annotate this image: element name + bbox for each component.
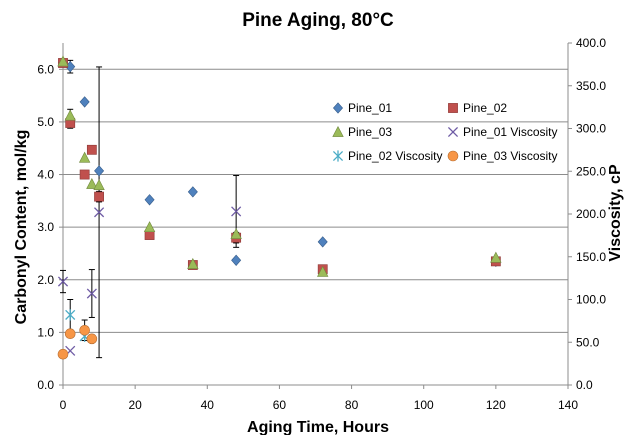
legend-marker-pine-03: [332, 125, 344, 137]
axes: [59, 42, 572, 389]
tick-labels: 0 20 40 60 80 100 120 140 0.0 1.0 2.0 3.0 4.0 5.0 6.0 0…: [37, 36, 606, 412]
point-pine-01: [94, 165, 105, 177]
legend-marker-pine-01-viscosity: [447, 126, 459, 138]
y2-tick-label: 350.0: [576, 79, 606, 93]
point-pine-01-viscosity: [86, 288, 97, 299]
point-pine-03: [230, 227, 242, 239]
y-axis-label: Carbonyl Content, mol/kg: [13, 130, 30, 325]
y-tick-label: 6.0: [37, 62, 54, 76]
y-tick-label: 3.0: [37, 220, 54, 234]
legend-marker-pine-03-viscosity: [447, 150, 459, 162]
marker-stroke: [447, 126, 459, 138]
point-pine-03: [317, 265, 329, 277]
point-pine-03-viscosity: [64, 328, 76, 340]
point-pine-02: [86, 144, 97, 155]
point-pine-03: [143, 221, 156, 233]
point-pine-03: [490, 251, 502, 263]
legend-label-pine-03-viscosity: Pine_03 Viscosity: [463, 149, 558, 163]
point-pine-02-viscosity: [65, 309, 76, 321]
legend-label-pine-02: Pine_02: [463, 101, 507, 115]
point-pine-03: [93, 179, 105, 190]
point-pine-03-viscosity: [79, 324, 90, 336]
point-pine-03: [64, 109, 76, 121]
legend-label-pine-03: Pine_03: [348, 125, 392, 139]
data-markers: [57, 55, 502, 360]
point-pine-03-viscosity: [86, 333, 98, 345]
point-pine-02: [94, 191, 104, 202]
y2-tick-label: 200.0: [576, 207, 606, 221]
y-tick-label: 4.0: [37, 168, 54, 182]
point-pine-03: [57, 55, 69, 67]
y2-tick-label: 400.0: [576, 36, 606, 50]
x-tick-label: 120: [486, 398, 506, 412]
marker-stroke: [57, 276, 69, 287]
legend-marker-pine-02-viscosity: [332, 150, 344, 162]
point-pine-03: [86, 177, 98, 189]
y2-axis-label: Viscosity, cP: [607, 164, 624, 262]
y2-tick-label: 50.0: [576, 335, 600, 349]
point-pine-03: [78, 151, 91, 163]
y2-tick-label: 250.0: [576, 164, 606, 178]
legend-label-pine-01-viscosity: Pine_01 Viscosity: [463, 125, 558, 139]
y2-tick-label: 150.0: [576, 250, 606, 264]
point-pine-01-viscosity: [231, 206, 242, 217]
legend-label-pine-01: Pine_01: [348, 101, 392, 115]
point-pine-02: [79, 169, 90, 180]
y-tick-label: 2.0: [37, 273, 54, 287]
legend-marker-pine-01: [332, 102, 344, 114]
x-tick-label: 80: [345, 398, 359, 412]
x-tick-label: 100: [414, 398, 434, 412]
marker-stroke: [231, 206, 242, 217]
y-tick-label: 0.0: [37, 378, 54, 392]
legend-marker-pine-02: [448, 103, 458, 113]
x-tick-label: 140: [558, 398, 578, 412]
point-pine-01: [187, 186, 198, 198]
point-pine-01-viscosity: [94, 207, 105, 218]
y2-tick-label: 0.0: [576, 378, 593, 392]
chart-title: Pine Aging, 80°C: [242, 10, 394, 31]
y2-tick-label: 100.0: [576, 293, 606, 307]
marker-stroke: [86, 288, 97, 299]
point-pine-01: [79, 96, 90, 108]
x-tick-label: 40: [201, 398, 215, 412]
point-pine-01-viscosity: [57, 276, 69, 287]
point-pine-01: [317, 236, 328, 248]
x-axis-label: Aging Time, Hours: [247, 419, 389, 435]
point-pine-01: [144, 194, 155, 206]
x-tick-label: 0: [60, 398, 67, 412]
point-pine-01: [231, 254, 242, 266]
x-tick-label: 20: [128, 398, 142, 412]
y-tick-label: 5.0: [37, 115, 54, 129]
marker-stroke: [94, 207, 105, 218]
x-tick-label: 60: [273, 398, 287, 412]
legend: Pine_01 Pine_02 Pine_03 Pine_01 Viscosity Pi…: [332, 101, 558, 163]
y-tick-label: 1.0: [37, 325, 54, 339]
point-pine-03-viscosity: [57, 348, 69, 360]
y2-tick-label: 300.0: [576, 122, 606, 136]
legend-label-pine-02-viscosity: Pine_02 Viscosity: [348, 149, 443, 163]
point-pine-03: [187, 257, 199, 269]
